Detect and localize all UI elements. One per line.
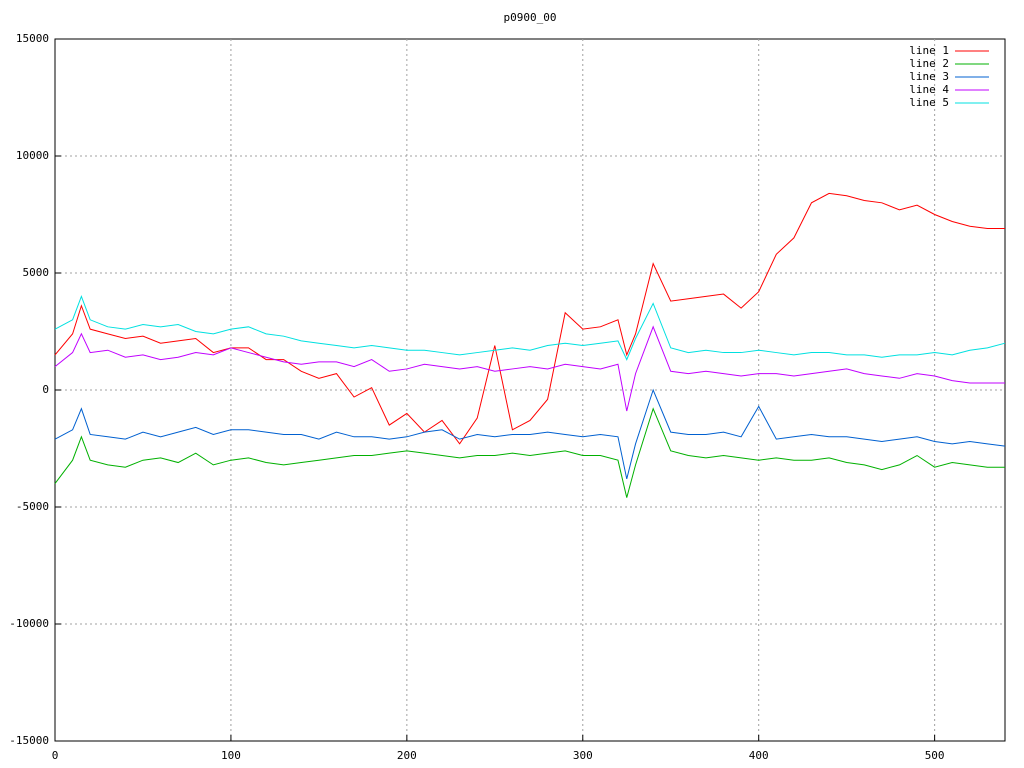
x-tick-label: 200 bbox=[397, 749, 417, 762]
y-tick-label: 0 bbox=[42, 383, 49, 396]
x-tick-label: 300 bbox=[573, 749, 593, 762]
x-tick-label: 0 bbox=[52, 749, 59, 762]
legend-label: line 3 bbox=[909, 70, 949, 83]
series-line bbox=[54, 325, 1005, 412]
y-tick-label: -15000 bbox=[9, 734, 49, 747]
legend-label: line 5 bbox=[909, 96, 949, 109]
legend-label: line 4 bbox=[909, 83, 949, 96]
y-tick-label: -10000 bbox=[9, 617, 49, 630]
y-tick-label: -5000 bbox=[16, 500, 49, 513]
series-line bbox=[54, 407, 1005, 498]
x-tick-label: 100 bbox=[221, 749, 241, 762]
y-tick-label: 15000 bbox=[16, 32, 49, 45]
legend-label: line 1 bbox=[909, 44, 949, 57]
y-tick-label: 5000 bbox=[23, 266, 50, 279]
series-line bbox=[54, 388, 1006, 480]
chart-title: p0900_00 bbox=[504, 11, 557, 24]
series-line bbox=[54, 192, 1005, 445]
x-tick-label: 500 bbox=[925, 749, 945, 762]
y-tick-label: 10000 bbox=[16, 149, 49, 162]
series-line bbox=[54, 294, 1006, 361]
legend-label: line 2 bbox=[909, 57, 949, 70]
x-tick-label: 400 bbox=[749, 749, 769, 762]
